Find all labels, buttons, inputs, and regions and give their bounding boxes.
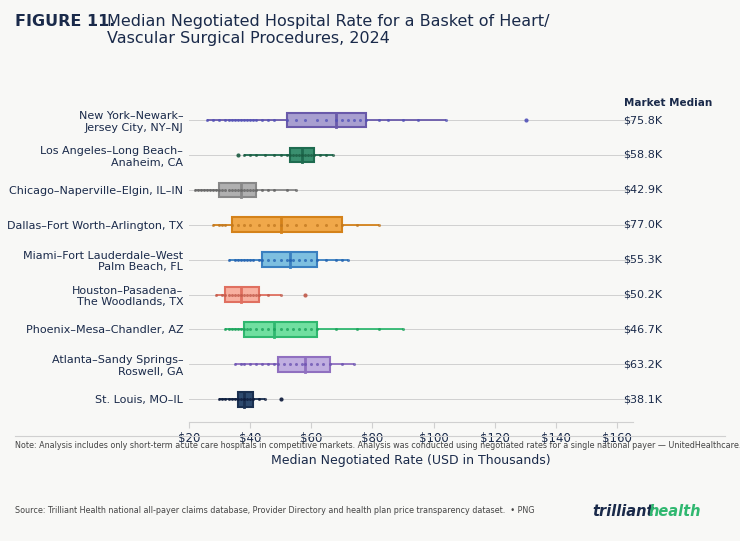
Text: Note: Analysis includes only short-term acute care hospitals in competitive mark: Note: Analysis includes only short-term …	[15, 441, 740, 450]
Bar	[290, 148, 314, 162]
Bar	[278, 357, 329, 372]
Bar	[262, 252, 317, 267]
Text: $46.7K: $46.7K	[624, 325, 662, 334]
Text: $75.8K: $75.8K	[624, 115, 662, 125]
Text: $63.2K: $63.2K	[624, 359, 662, 370]
Text: $38.1K: $38.1K	[624, 394, 662, 404]
Bar	[243, 322, 317, 337]
Text: $58.8K: $58.8K	[624, 150, 662, 160]
Bar	[226, 287, 259, 302]
Bar	[219, 182, 256, 197]
Bar	[238, 392, 253, 407]
Text: Source: Trilliant Health national all-payer claims database, Provider Directory : Source: Trilliant Health national all-pa…	[15, 506, 534, 515]
Text: Market Median: Market Median	[624, 97, 712, 108]
X-axis label: Median Negotiated Rate (USD in Thousands): Median Negotiated Rate (USD in Thousands…	[271, 454, 551, 467]
Text: $55.3K: $55.3K	[624, 255, 662, 265]
Text: FIGURE 11.: FIGURE 11.	[15, 14, 115, 29]
Text: $42.9K: $42.9K	[624, 185, 663, 195]
Text: $50.2K: $50.2K	[624, 289, 662, 300]
Text: Median Negotiated Hospital Rate for a Basket of Heart/
Vascular Surgical Procedu: Median Negotiated Hospital Rate for a Ba…	[107, 14, 550, 46]
Bar	[286, 113, 366, 127]
Bar	[232, 217, 342, 232]
Text: trilliant: trilliant	[592, 504, 653, 519]
Text: $77.0K: $77.0K	[624, 220, 662, 230]
Text: health: health	[648, 504, 701, 519]
